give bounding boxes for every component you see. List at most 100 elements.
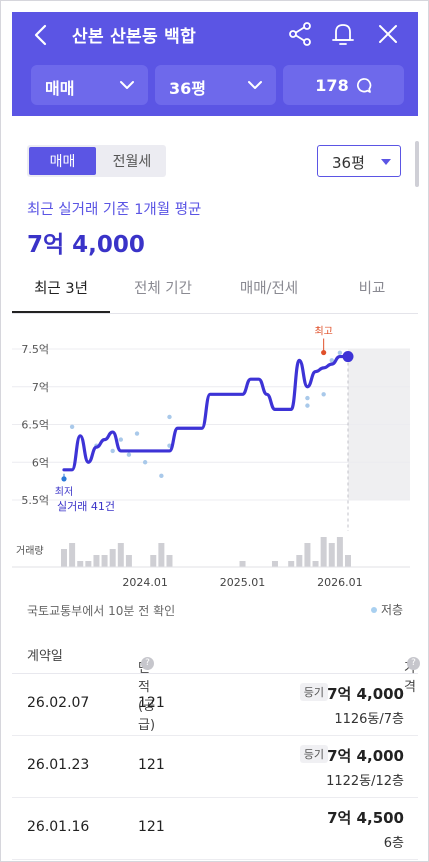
deal-type-label: 매매 (45, 79, 75, 98)
row-area: 121 (138, 695, 165, 711)
x-tick-label: 2026.01 (317, 576, 363, 589)
y-tick-label: 7억 (32, 381, 49, 394)
trade-point (134, 431, 140, 436)
y-tick-label: 5.5억 (21, 494, 49, 507)
tab-all-period[interactable]: 전체 기간 (134, 281, 192, 297)
trade-point (321, 392, 326, 397)
row-area: 121 (138, 757, 165, 773)
table-header: 계약일 면적(공급)? 가격? (12, 633, 420, 733)
legend-dot (371, 607, 377, 613)
volume-bar (117, 543, 124, 567)
tab-recent-3y[interactable]: 최근 3년 (34, 281, 88, 297)
low-label: 최저 (55, 486, 73, 498)
trade-point (110, 448, 115, 454)
average-label: 최근 실거래 기준 1개월 평균 (27, 202, 202, 218)
area-select[interactable]: 36평 (317, 145, 401, 177)
high-marker: 최고 (314, 326, 333, 356)
trade-point (159, 473, 164, 479)
trade-point (167, 414, 172, 420)
volume-bar (328, 543, 335, 567)
volume-bar (101, 555, 108, 567)
table-row[interactable]: 26.01.23 121 등기 7억 4,000 1122동/12층 (12, 735, 418, 798)
price-line (62, 354, 350, 472)
volume-bar (109, 549, 116, 567)
price-chart[interactable]: 7.5억 7억 6.5억 6억 5.5억 최고 최저 실거래 41건 거래량 2024.… (12, 319, 418, 599)
back-arrow-icon[interactable] (26, 20, 56, 50)
trade-point (305, 403, 310, 408)
header: 산본 산본동 백합 매매 36평 178 (12, 12, 418, 116)
deal-segment-control: 매매 전월세 (27, 145, 166, 177)
y-tick-label: 6억 (32, 456, 49, 469)
legend-label: 저층 (381, 603, 404, 617)
row-date: 26.01.23 (27, 757, 90, 773)
volume-bar (296, 555, 303, 567)
segment-rent[interactable]: 전월세 (112, 154, 152, 170)
volume-bar (69, 543, 76, 567)
low-marker: 최저 실거래 41건 (55, 473, 115, 513)
tab-sale-jeonse[interactable]: 매매/전세 (239, 281, 299, 297)
area-dropdown[interactable]: 36평 (155, 65, 276, 105)
help-icon[interactable]: ? (141, 657, 154, 670)
share-icon[interactable] (284, 18, 316, 50)
comments-button[interactable]: 178 (283, 65, 404, 105)
x-tick-label: 2025.01 (220, 576, 266, 589)
area-select-value: 36평 (332, 154, 365, 172)
chevron-down-icon (248, 81, 262, 89)
volume-bar (320, 537, 327, 567)
chevron-down-icon (120, 81, 134, 89)
legend-low-floor: 저층 (371, 601, 403, 618)
tab-compare[interactable]: 비교 (358, 281, 386, 297)
trade-point (305, 395, 310, 401)
row-detail: 6층 (383, 836, 404, 851)
help-icon[interactable]: ? (407, 657, 420, 670)
volume-bar (288, 561, 295, 567)
trade-point (126, 452, 132, 457)
volume-bar (61, 549, 67, 567)
segment-sale[interactable]: 매매 (29, 147, 96, 175)
period-tabs: 최근 3년 전체 기간 매매/전세 비교 (12, 267, 418, 314)
registered-badge: 등기 (299, 683, 328, 701)
dropdown-triangle-icon (381, 159, 391, 165)
average-price: 7억 4,000 (27, 232, 145, 258)
volume-bar (271, 561, 278, 567)
volume-bar (239, 561, 246, 567)
row-price: 7억 4,500 (327, 809, 404, 827)
trade-count-label: 실거래 41건 (57, 500, 115, 513)
y-tick-label: 7.5억 (21, 343, 49, 356)
volume-bar (158, 543, 165, 567)
col-area-label: 면적(공급) (138, 661, 156, 733)
page-title: 산본 산본동 백합 (72, 27, 197, 47)
row-price: 7억 4,000 (327, 747, 404, 765)
row-area: 121 (138, 819, 165, 835)
trade-point (337, 350, 343, 355)
y-tick-label: 6.5억 (21, 419, 49, 432)
close-icon[interactable] (372, 18, 404, 50)
volume-bar (312, 561, 319, 567)
x-tick-label: 2024.01 (122, 576, 168, 589)
scrollbar[interactable] (415, 141, 419, 187)
latest-point (342, 351, 354, 363)
bell-icon[interactable] (327, 18, 359, 50)
high-label: 최고 (314, 326, 332, 338)
table-row[interactable]: 26.02.07 121 등기 7억 4,000 1126동/7층 (12, 673, 418, 736)
row-date: 26.01.16 (27, 819, 90, 835)
volume-bar (336, 537, 343, 567)
volume-bar (166, 555, 173, 567)
trade-point (142, 460, 148, 465)
table-row[interactable]: 26.01.16 121 7억 4,500 6층 (12, 797, 418, 860)
volume-bar (125, 555, 132, 567)
row-detail: 1126동/7층 (334, 712, 404, 727)
deal-type-dropdown[interactable]: 매매 (31, 65, 148, 105)
volume-bar (93, 555, 100, 567)
volume-label: 거래량 (16, 545, 44, 557)
volume-bar (304, 543, 311, 567)
volume-bar (150, 555, 157, 567)
volume-bar (77, 561, 84, 567)
active-tab-indicator (12, 311, 110, 313)
col-date: 계약일 (27, 649, 63, 664)
row-detail: 1122동/12층 (326, 774, 404, 789)
volume-bar (85, 561, 92, 567)
row-date: 26.02.07 (27, 695, 90, 711)
area-label: 36평 (169, 79, 206, 98)
